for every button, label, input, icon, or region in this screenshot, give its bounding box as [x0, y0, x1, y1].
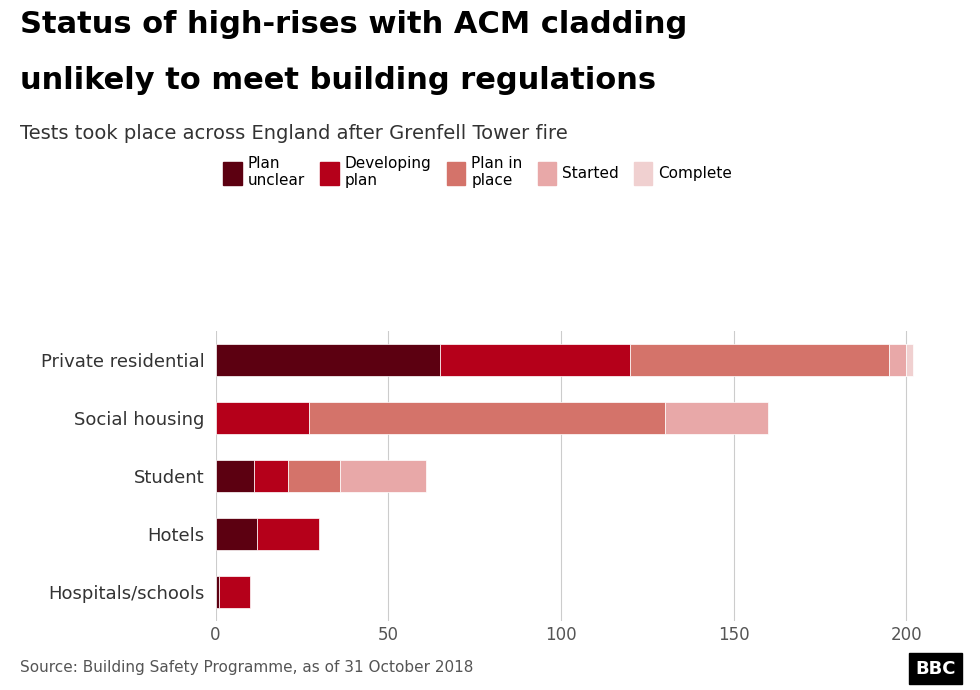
Text: Source: Building Safety Programme, as of 31 October 2018: Source: Building Safety Programme, as of…	[20, 660, 473, 675]
Bar	[664, 402, 768, 434]
Bar	[216, 518, 257, 550]
Text: unlikely to meet building regulations: unlikely to meet building regulations	[20, 66, 656, 95]
Bar	[254, 460, 288, 492]
Bar	[630, 344, 889, 376]
Bar	[288, 460, 340, 492]
Bar	[340, 460, 426, 492]
Bar	[216, 460, 254, 492]
Text: Tests took place across England after Grenfell Tower fire: Tests took place across England after Gr…	[20, 124, 567, 144]
Bar	[440, 344, 630, 376]
Bar	[216, 402, 309, 434]
Legend: Plan
unclear, Developing
plan, Plan in
place, Started, Complete: Plan unclear, Developing plan, Plan in p…	[223, 156, 732, 188]
Bar	[220, 576, 250, 608]
Bar	[906, 344, 913, 376]
Text: Status of high-rises with ACM cladding: Status of high-rises with ACM cladding	[20, 10, 687, 39]
Bar	[216, 344, 440, 376]
Bar	[309, 402, 664, 434]
Bar	[889, 344, 906, 376]
Bar	[216, 576, 220, 608]
Bar	[257, 518, 319, 550]
Text: BBC: BBC	[915, 660, 956, 678]
